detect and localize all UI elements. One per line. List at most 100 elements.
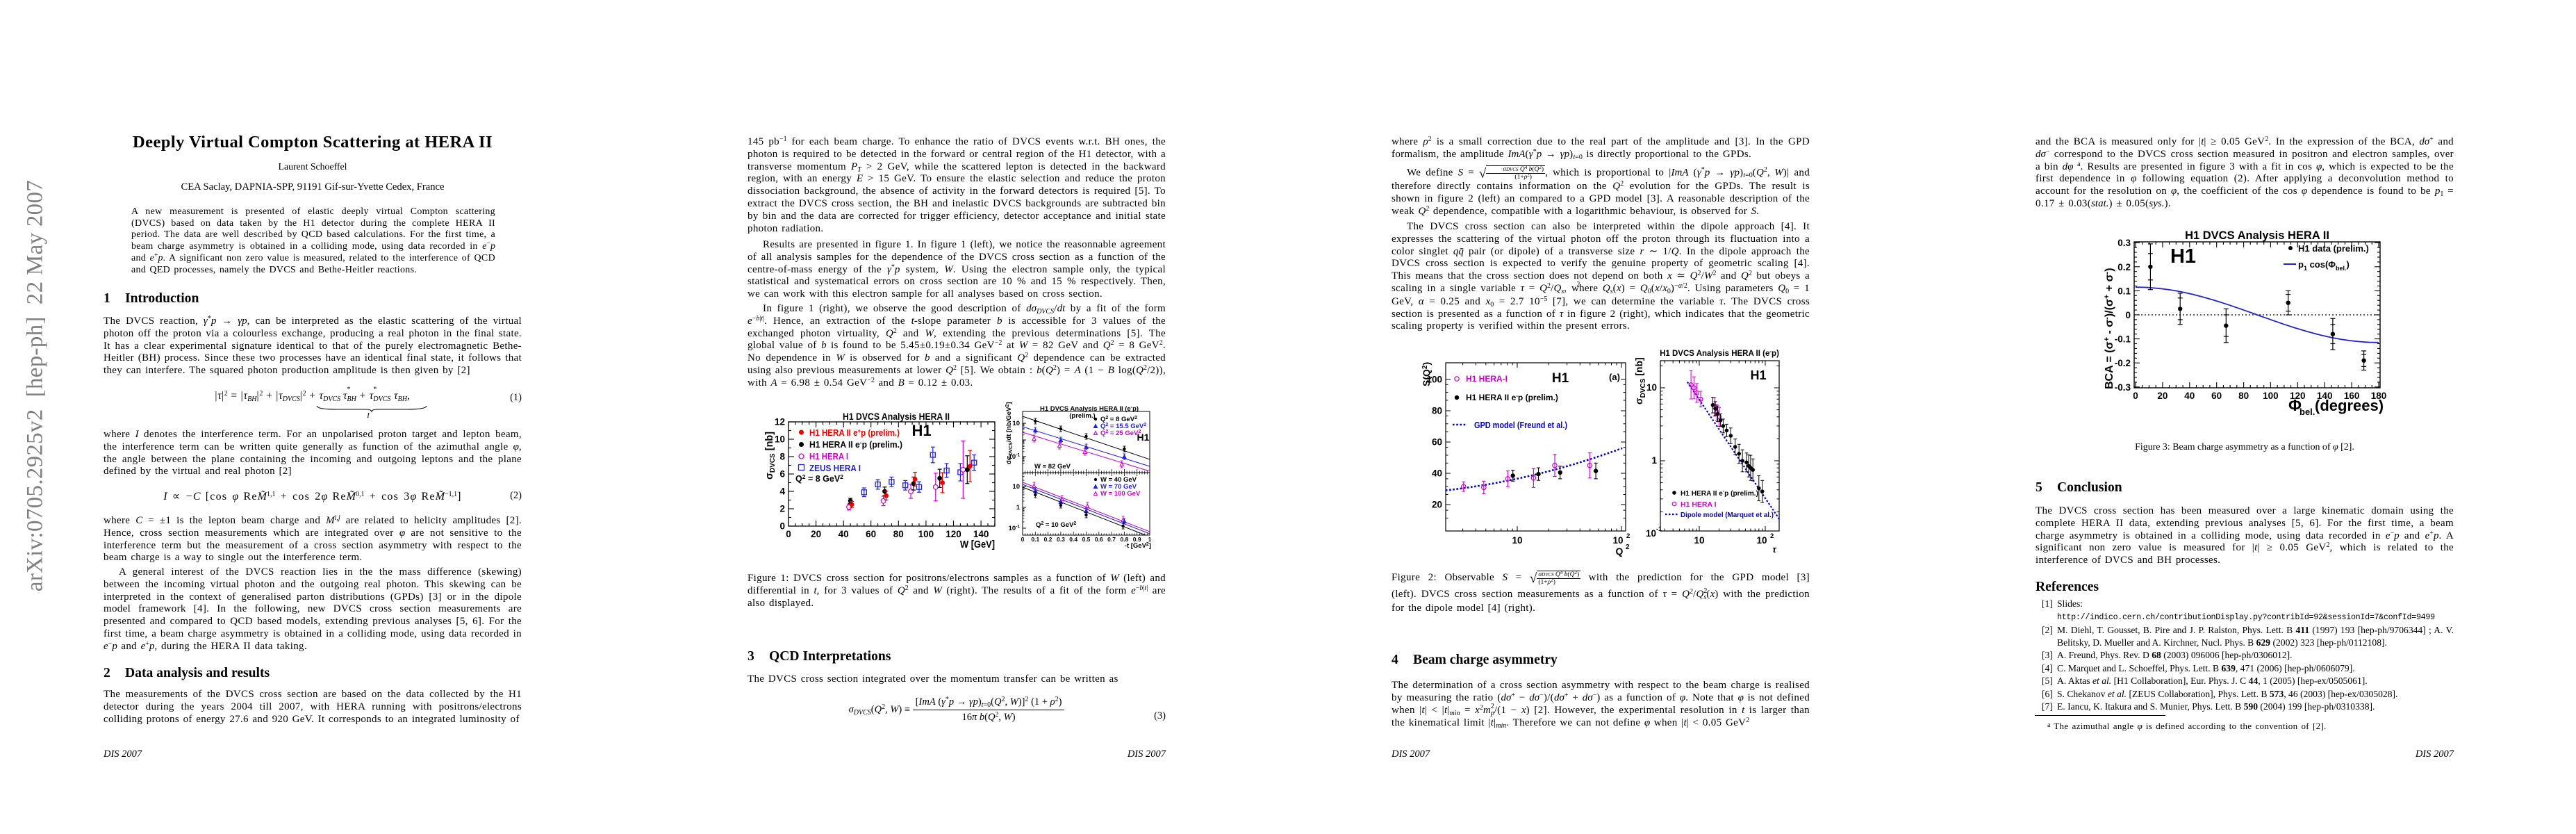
svg-text:(degrees): (degrees) — [2315, 397, 2384, 414]
svg-text:W = 70 GeV: W = 70 GeV — [1100, 483, 1137, 491]
svg-text:0: 0 — [1021, 536, 1025, 543]
svg-text:4: 4 — [779, 486, 785, 497]
svg-text:6: 6 — [779, 469, 785, 480]
svg-text:Φ: Φ — [2288, 396, 2302, 414]
svg-text:σDVCS [nb]: σDVCS [nb] — [1633, 357, 1647, 404]
svg-text:0.1: 0.1 — [2117, 286, 2131, 296]
svg-text:(a): (a) — [1609, 372, 1620, 382]
svg-text:2: 2 — [1770, 532, 1774, 540]
svg-text:12: 12 — [775, 417, 785, 427]
svg-text:0.1: 0.1 — [1031, 536, 1039, 543]
svg-text:p1 cos(Φbel.): p1 cos(Φbel.) — [2298, 259, 2350, 272]
svg-text:120: 120 — [946, 529, 961, 539]
svg-text:2: 2 — [1626, 543, 1630, 551]
svg-text:Dipole model (Marquet et al.): Dipole model (Marquet et al.) — [1681, 511, 1774, 519]
svg-text:0.6: 0.6 — [1095, 536, 1103, 543]
svg-text:bel.: bel. — [2300, 407, 2315, 417]
svg-text:180: 180 — [2371, 391, 2387, 401]
svg-text:GPD model (Freund et al.): GPD model (Freund et al.) — [1474, 420, 1567, 430]
svg-text:(prelim.): (prelim.) — [1069, 412, 1095, 420]
svg-text:Q2 = 25 GeV2: Q2 = 25 GeV2 — [1100, 430, 1141, 437]
svg-text:H1: H1 — [911, 422, 931, 439]
svg-text:Q2 = 10 GeV2: Q2 = 10 GeV2 — [1036, 521, 1076, 529]
svg-text:ZEUS HERA I: ZEUS HERA I — [809, 463, 861, 473]
svg-text:160: 160 — [2344, 391, 2360, 401]
svg-text:80: 80 — [1432, 406, 1442, 416]
svg-text:80: 80 — [2238, 391, 2249, 401]
svg-text:0: 0 — [2125, 310, 2131, 320]
svg-text:Q2 = 15.5 GeV2: Q2 = 15.5 GeV2 — [1100, 423, 1146, 430]
svg-text:0.3: 0.3 — [2117, 238, 2131, 248]
svg-text:0: 0 — [779, 521, 785, 532]
svg-text:-0.1: -0.1 — [2115, 334, 2131, 345]
svg-text:H1 data (prelim.): H1 data (prelim.) — [2298, 243, 2369, 254]
svg-text:H1: H1 — [1137, 432, 1150, 443]
svg-text:40: 40 — [839, 529, 849, 539]
svg-text:H1: H1 — [1552, 371, 1569, 386]
svg-text:BCA = (σ+ - σ-)/(σ+ + σ-): BCA = (σ+ - σ-)/(σ+ + σ-) — [2103, 268, 2115, 389]
svg-text:W [GeV]: W [GeV] — [960, 539, 995, 550]
svg-text:100: 100 — [918, 529, 934, 539]
svg-text:120: 120 — [2290, 391, 2306, 401]
svg-text:20: 20 — [2157, 391, 2168, 401]
svg-text:0.8: 0.8 — [1120, 536, 1128, 543]
svg-text:140: 140 — [973, 529, 989, 539]
svg-text:2: 2 — [1626, 532, 1630, 540]
svg-text:0.7: 0.7 — [1107, 536, 1116, 543]
svg-text:Q2 = 8 GeV2: Q2 = 8 GeV2 — [795, 473, 843, 484]
svg-text:-t [GeV2]: -t [GeV2] — [1125, 542, 1151, 550]
svg-text:Q: Q — [1616, 546, 1624, 557]
svg-text:10: 10 — [1012, 420, 1020, 427]
svg-text:H1 DVCS Analysis HERA II: H1 DVCS Analysis HERA II — [2185, 229, 2329, 242]
svg-text:10: 10 — [1646, 382, 1657, 393]
svg-text:40: 40 — [2184, 391, 2195, 401]
svg-text:1: 1 — [1016, 504, 1021, 512]
svg-text:Q2 = 8 GeV2: Q2 = 8 GeV2 — [1100, 416, 1137, 423]
svg-text:1: 1 — [1651, 455, 1657, 466]
svg-text:140: 140 — [2317, 391, 2333, 401]
svg-text:W = 40 GeV: W = 40 GeV — [1100, 476, 1137, 484]
svg-text:0.3: 0.3 — [1057, 536, 1065, 543]
svg-text:10: 10 — [1512, 535, 1522, 546]
svg-text:10: 10 — [775, 434, 785, 445]
svg-text:W = 100 GeV: W = 100 GeV — [1100, 490, 1141, 498]
svg-text:W = 82 GeV: W = 82 GeV — [1034, 463, 1071, 471]
svg-text:10: 10 — [1694, 535, 1704, 546]
svg-text:H1 DVCS Analysis HERA II (e-p): H1 DVCS Analysis HERA II (e-p) — [1040, 405, 1139, 413]
svg-text:60: 60 — [866, 529, 876, 539]
svg-text:H1 HERA II e-p (prelim.): H1 HERA II e-p (prelim.) — [1681, 489, 1758, 498]
svg-text:60: 60 — [1432, 437, 1442, 448]
svg-text:0.5: 0.5 — [1082, 536, 1091, 543]
svg-text:0.9: 0.9 — [1133, 536, 1141, 543]
svg-text:10-1: 10-1 — [1009, 525, 1021, 533]
svg-text:H1 DVCS Analysis HERA II (e-p): H1 DVCS Analysis HERA II (e-p) — [1660, 348, 1779, 358]
svg-text:0.2: 0.2 — [1044, 536, 1052, 543]
svg-text:H1 HERA I: H1 HERA I — [1681, 500, 1717, 509]
svg-text:10: 10 — [1756, 535, 1767, 546]
svg-text:100: 100 — [1426, 375, 1442, 385]
svg-text:0: 0 — [786, 529, 791, 539]
svg-text:0.4: 0.4 — [1069, 536, 1078, 543]
svg-text:H1 HERA II e-p (prelim.): H1 HERA II e-p (prelim.) — [1466, 393, 1558, 402]
svg-text:20: 20 — [1432, 500, 1442, 510]
svg-text:10: 10 — [1012, 483, 1020, 491]
svg-text:τ: τ — [1772, 544, 1776, 555]
svg-text:10: 10 — [1612, 535, 1623, 546]
svg-text:8: 8 — [779, 452, 785, 462]
svg-text:0: 0 — [2133, 391, 2138, 401]
svg-text:H1 DVCS Analysis HERA II: H1 DVCS Analysis HERA II — [843, 411, 950, 422]
svg-text:80: 80 — [893, 529, 904, 539]
svg-text:H1 HERA I: H1 HERA I — [809, 451, 848, 461]
svg-text:H1 HERA II e-p (prelim.): H1 HERA II e-p (prelim.) — [809, 439, 902, 450]
svg-text:H1: H1 — [1750, 368, 1766, 382]
svg-text:-1: -1 — [1656, 525, 1662, 532]
svg-text:10: 10 — [1646, 528, 1656, 539]
svg-text:0.2: 0.2 — [2117, 262, 2131, 272]
svg-text:20: 20 — [811, 529, 821, 539]
svg-text:H1: H1 — [2170, 245, 2196, 268]
svg-text:H1 HERA II e+p (prelim.): H1 HERA II e+p (prelim.) — [809, 427, 900, 438]
svg-text:H1 HERA-I: H1 HERA-I — [1466, 374, 1508, 384]
svg-text:2: 2 — [779, 504, 785, 514]
svg-text:60: 60 — [2211, 391, 2222, 401]
svg-text:-0.3: -0.3 — [2115, 382, 2131, 393]
